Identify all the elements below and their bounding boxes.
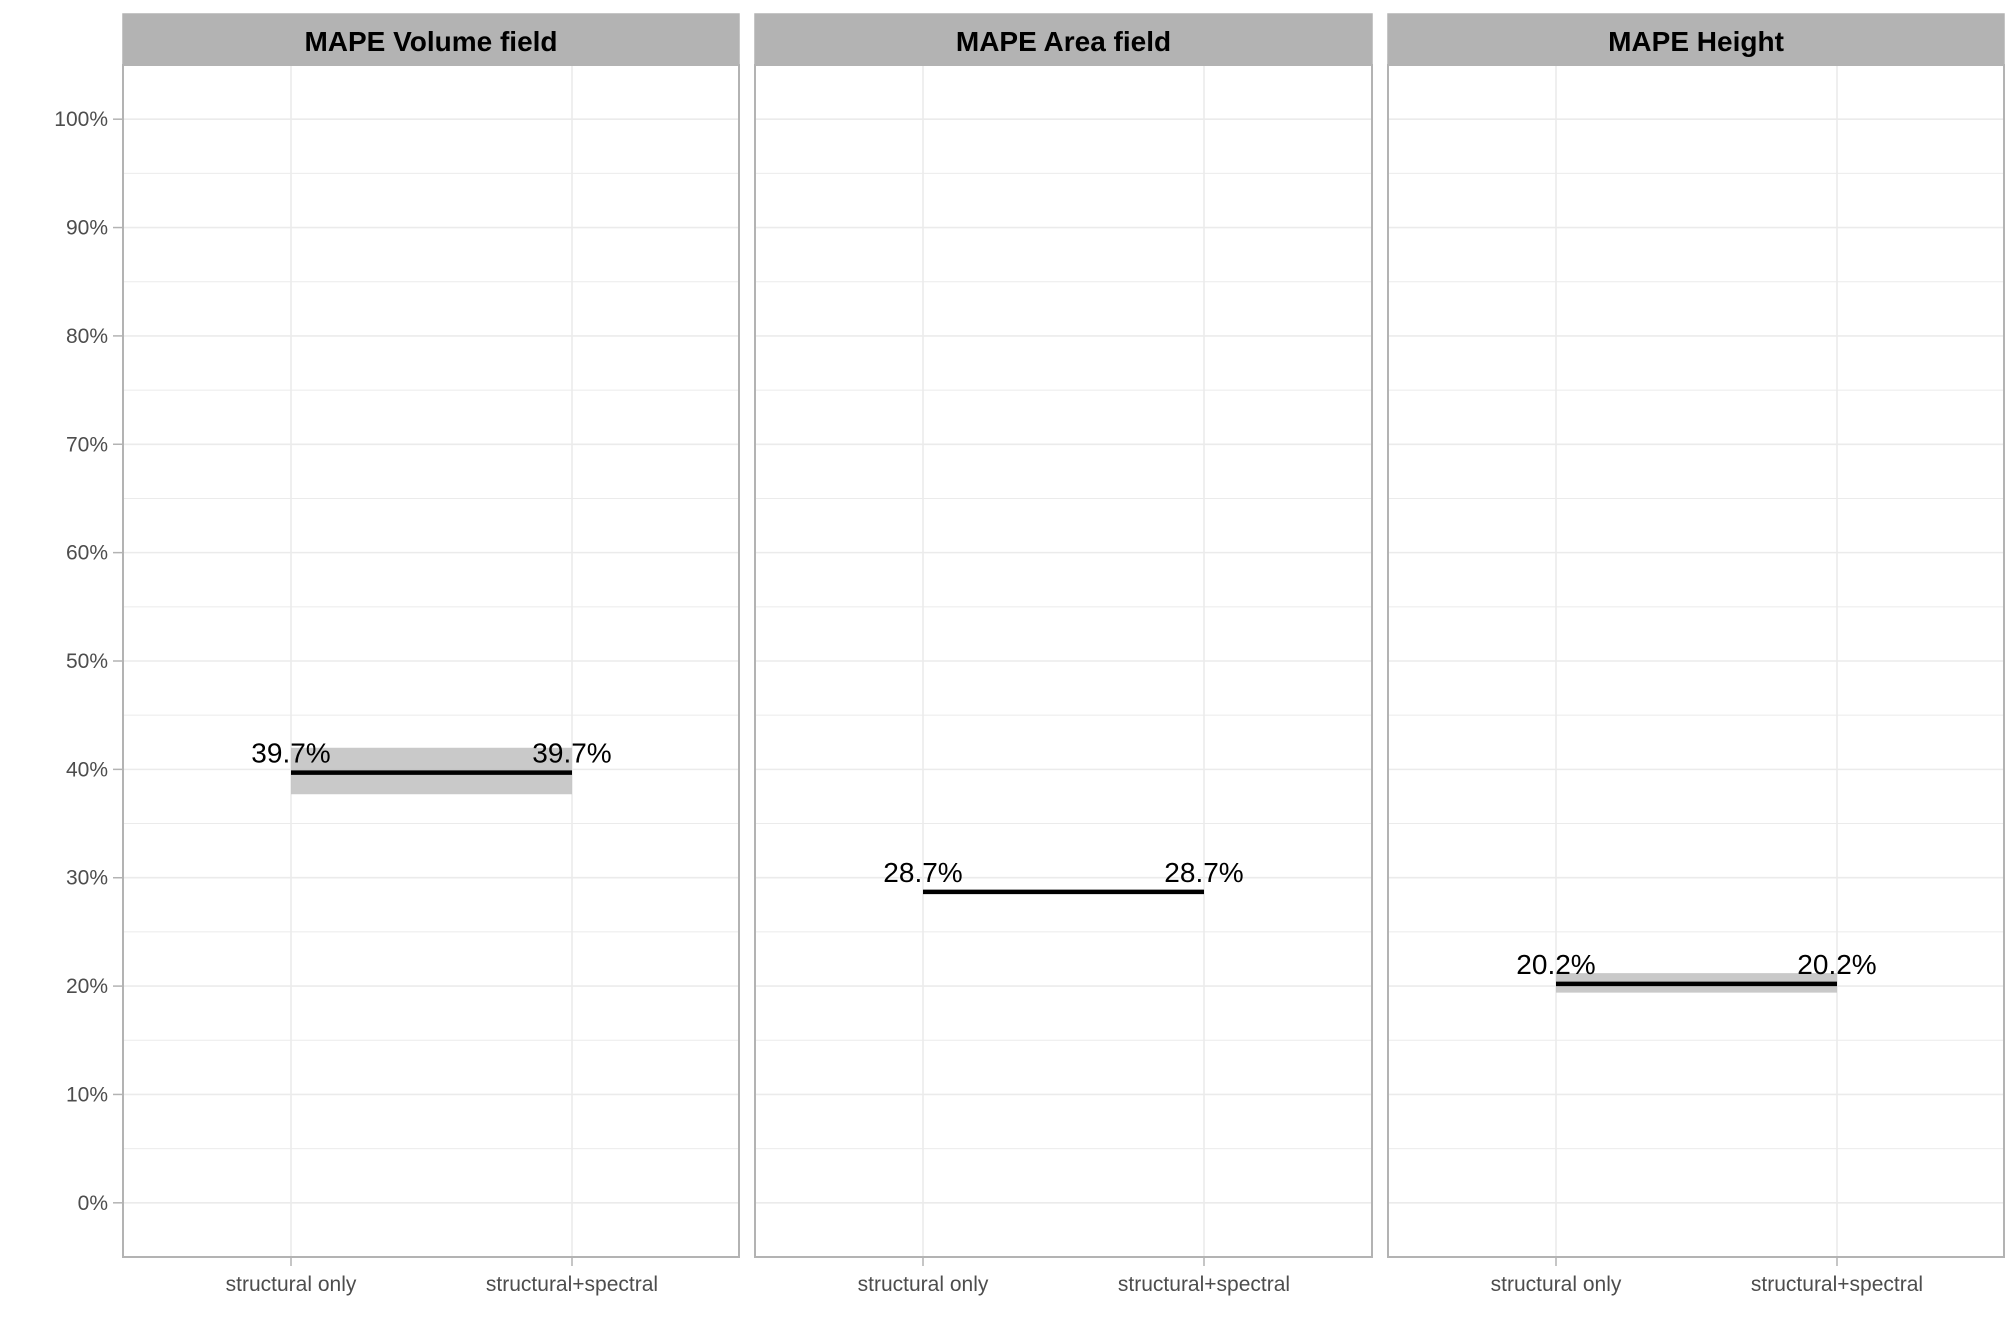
y-tick-label: 0%	[78, 1192, 108, 1215]
data-label: 39.7%	[251, 738, 330, 769]
x-tick-label: structural only	[226, 1273, 357, 1296]
y-tick-label: 50%	[66, 650, 108, 673]
panel-3: 20.2% 20.2% MAPE Height structural only stru…	[1387, 13, 2005, 1296]
data-label: 28.7%	[1164, 857, 1243, 888]
panel-title: MAPE Volume field	[304, 26, 557, 57]
panel-title: MAPE Area field	[956, 26, 1171, 57]
y-tick-label: 90%	[66, 217, 108, 240]
x-tick-label: structural only	[1491, 1273, 1622, 1296]
x-tick-label: structural only	[858, 1273, 989, 1296]
y-tick-label: 80%	[66, 325, 108, 348]
data-label: 39.7%	[532, 738, 611, 769]
data-label: 20.2%	[1797, 949, 1876, 980]
panel-1: 39.7% 39.7% MAPE Volume field structural on…	[122, 13, 740, 1296]
data-label: 20.2%	[1516, 949, 1595, 980]
panels: 39.7% 39.7% MAPE Volume field structural on…	[122, 13, 2005, 1296]
y-tick-label: 10%	[66, 1083, 108, 1106]
strip-header	[1387, 13, 2005, 66]
panel-2: 28.7% 28.7% MAPE Area field structural only…	[754, 13, 1373, 1296]
x-tick-label: structural+spectral	[486, 1273, 658, 1296]
strip-header	[754, 13, 1373, 66]
y-axis: 0% 10% 20% 30% 40% 50% 60% 70% 80% 90% 100%	[54, 108, 123, 1215]
y-tick-label: 60%	[66, 542, 108, 565]
y-tick-label: 100%	[54, 108, 108, 131]
data-label: 28.7%	[883, 857, 962, 888]
y-tick-label: 40%	[66, 758, 108, 781]
y-tick-label: 70%	[66, 433, 108, 456]
y-tick-label: 30%	[66, 867, 108, 890]
x-tick-label: structural+spectral	[1751, 1273, 1923, 1296]
strip-header	[122, 13, 740, 66]
panel-title: MAPE Height	[1608, 26, 1784, 57]
y-tick-label: 20%	[66, 975, 108, 998]
x-tick-label: structural+spectral	[1118, 1273, 1290, 1296]
